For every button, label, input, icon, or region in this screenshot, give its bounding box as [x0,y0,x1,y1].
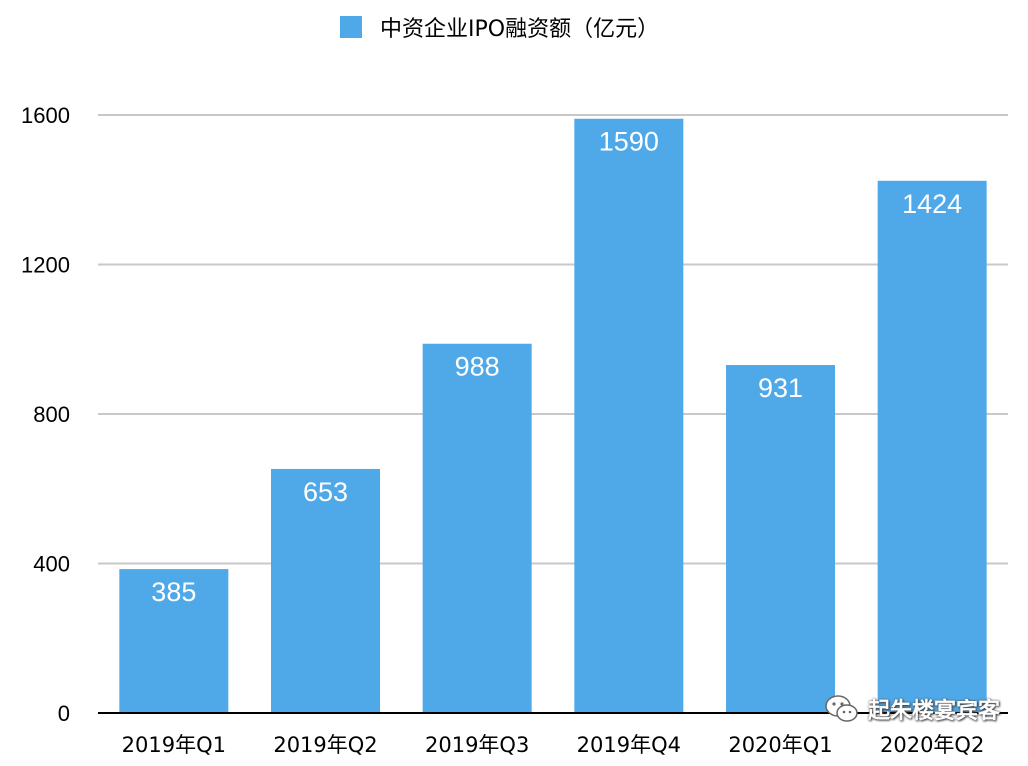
watermark-text: 起朱楼宴宾客 [867,699,1000,724]
bar [119,569,229,713]
bar [271,468,380,713]
data-label: 385 [151,577,196,607]
x-tick-label: 2019年Q4 [577,733,681,757]
watermark: 起朱楼宴宾客 [824,692,1000,726]
bar [574,118,684,714]
data-label: 931 [758,373,803,403]
x-tick-label: 2019年Q1 [122,733,226,757]
x-tick-label: 2019年Q3 [425,733,529,757]
data-label: 653 [303,477,348,507]
y-tick-label: 800 [33,402,70,427]
x-tick-label: 2020年Q1 [728,733,832,757]
legend-label: 中资企业IPO融资额（亿元） [380,17,660,42]
y-tick-label: 400 [33,552,70,577]
x-tick-label: 2019年Q2 [273,733,377,757]
data-label: 988 [455,352,500,382]
legend: 中资企业IPO融资额（亿元） [340,12,659,42]
data-label: 1590 [599,127,659,157]
y-tick-label: 1600 [21,103,70,128]
y-tick-label: 0 [58,701,70,726]
y-tick-label: 1200 [21,253,70,278]
bar [422,343,532,713]
legend-swatch [340,16,362,38]
x-tick-label: 2020年Q2 [880,733,984,757]
bar [726,365,835,713]
wechat-icon [825,695,858,722]
bar [877,180,987,713]
data-label: 1424 [902,189,962,219]
